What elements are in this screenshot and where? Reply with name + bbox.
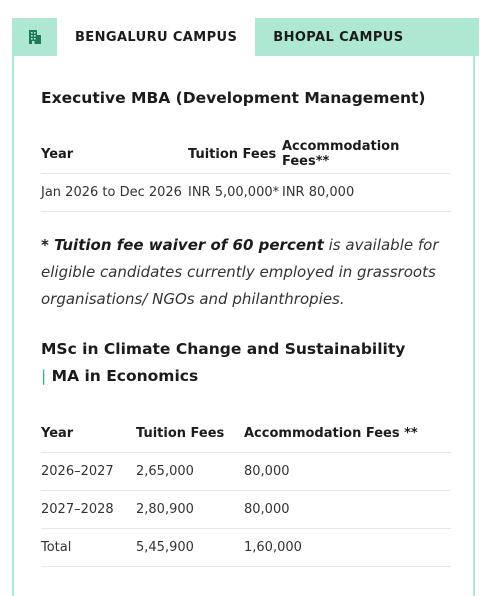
- table-header-row: Year Tuition Fees Accommodation Fees**: [41, 135, 451, 174]
- cell-tuition: INR 5,00,000*: [188, 173, 282, 212]
- note-bold: Tuition fee waiver of 60 percent: [54, 236, 324, 254]
- title-part2: MA in Economics: [51, 367, 199, 385]
- header-year: Year: [41, 425, 74, 441]
- campus-tabs: BENGALURU CAMPUS BHOPAL CAMPUS: [12, 18, 479, 56]
- fees-table-msc-ma: Year Tuition Fees Accommodation Fees ** …: [41, 414, 451, 567]
- table-header-row: Year Tuition Fees Accommodation Fees **: [41, 414, 451, 453]
- cell-accommodation: 80,000: [244, 490, 451, 529]
- tab-bhopal-campus[interactable]: BHOPAL CAMPUS: [273, 29, 404, 45]
- cell-year: 2026–2027: [41, 452, 136, 491]
- fees-widget: BENGALURU CAMPUS BHOPAL CAMPUS Executive…: [12, 18, 479, 596]
- title-part1: MSc in Climate Change and Sustainability: [41, 340, 406, 358]
- title-separator: |: [41, 367, 47, 385]
- note-rest: is available for eligible candidates cur…: [41, 236, 439, 308]
- table-row: 2027–2028 2,80,900 80,000: [41, 490, 451, 529]
- table-row: 2026–2027 2,65,000 80,000: [41, 452, 451, 491]
- header-year: Year: [41, 146, 74, 162]
- tab-panel: [12, 56, 475, 596]
- cell-year: 2027–2028: [41, 490, 136, 529]
- header-accommodation: Accommodation Fees **: [244, 425, 418, 441]
- cell-year: Jan 2026 to Dec 2026: [41, 173, 188, 212]
- cell-tuition: 5,45,900: [136, 528, 244, 567]
- cell-tuition: 2,65,000: [136, 452, 244, 491]
- note-prefix: *: [41, 236, 55, 254]
- cell-accommodation: INR 80,000: [282, 173, 451, 212]
- table-row-total: Total 5,45,900 1,60,000: [41, 528, 451, 567]
- program-title-emba: Executive MBA (Development Management): [41, 89, 426, 107]
- cell-tuition: 2,80,900: [136, 490, 244, 529]
- cell-accommodation: 80,000: [244, 452, 451, 491]
- header-accommodation: Accommodation Fees**: [282, 139, 400, 169]
- cell-year: Total: [41, 528, 136, 567]
- fee-waiver-note: * Tuition fee waiver of 60 percent is av…: [41, 232, 441, 313]
- building-icon: [12, 18, 57, 56]
- header-tuition: Tuition Fees: [188, 146, 277, 162]
- cell-accommodation: 1,60,000: [244, 528, 451, 567]
- fees-table-emba: Year Tuition Fees Accommodation Fees** J…: [41, 135, 451, 212]
- tab-bengaluru-campus[interactable]: BENGALURU CAMPUS: [57, 18, 256, 56]
- program-title-msc-ma: MSc in Climate Change and Sustainability…: [41, 336, 411, 390]
- header-tuition: Tuition Fees: [136, 425, 225, 441]
- table-row: Jan 2026 to Dec 2026 INR 5,00,000* INR 8…: [41, 173, 451, 212]
